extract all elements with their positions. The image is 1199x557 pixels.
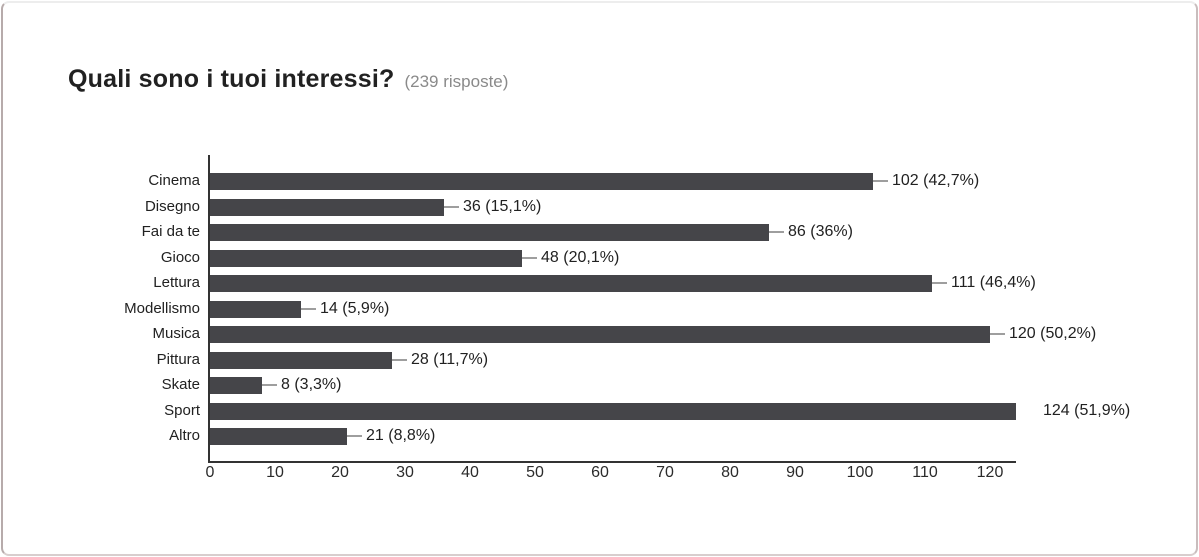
x-tick-label: 60 [591,464,609,481]
question-title: Quali sono i tuoi interessi? [68,65,395,93]
category-label: Skate [161,376,200,393]
x-tick-label: 20 [331,464,349,481]
category-label: Musica [152,325,200,342]
bar-value-label: 124 (51,9%) [1043,401,1131,419]
bar-connector-line [347,435,362,437]
bar[interactable] [210,377,262,394]
category-label: Modellismo [124,299,200,317]
bar-connector-line [444,205,459,208]
category-label: Disegno [144,197,200,215]
bar[interactable] [210,173,873,190]
bar[interactable] [210,198,444,216]
bar-connector-line [392,358,407,361]
category-label: Gioco [160,248,200,266]
bar-value-label: 28 (11,7%) [411,350,489,368]
bar[interactable] [210,300,301,318]
bar-value-label: 102 (42,7%) [892,172,980,189]
bar-value-label: 8 (3,3%) [281,376,342,393]
bar[interactable] [210,402,1016,420]
category-label: Cinema [148,172,200,189]
category-axis-labels: Cinema Disegno Fai da te Gioco Lettura Modell… [3,155,200,461]
category-label: Pittura [156,350,200,368]
bar-value-label: 21 (8,8%) [366,427,436,444]
x-tick-label: 120 [976,464,1004,481]
category-label: Fai da te [141,223,200,240]
bar-value-label: 14 (5,9%) [320,299,390,317]
category-label: Lettura [153,274,200,291]
bar-connector-line [301,307,316,310]
x-tick-label: 100 [846,464,874,481]
category-label: Altro [169,427,200,444]
bar-connector-line [769,231,784,233]
x-tick-label: 0 [205,464,215,481]
plot-area: 102 (42,7%) 36 (15,1%) 86 (36%) 48 (20,1%) 1… [208,155,1130,463]
x-tick-label: 70 [656,464,674,481]
x-tick-label: 30 [396,464,414,481]
x-tick-label: 80 [721,464,739,481]
bar-value-label: 111 (46,4%) [951,274,1036,291]
bar-connector-line [522,256,537,259]
bar-value-label: 36 (15,1%) [463,197,542,215]
category-label: Sport [164,401,200,419]
responses-count: (239 risposte) [404,72,509,91]
bar[interactable] [210,326,990,343]
x-axis-tick-labels: 0 10 20 30 40 50 60 70 80 90 100 110 120 [206,464,1016,484]
bar[interactable] [210,351,392,369]
x-tick-label: 10 [266,464,284,481]
bar-connector-line [990,333,1005,335]
bar-connector-line [932,282,947,284]
x-tick-label: 90 [786,464,804,481]
bar-connector-line [262,384,277,386]
bar-value-label: 86 (36%) [788,223,853,240]
bar-chart: Cinema Disegno Fai da te Gioco Lettura Modell… [3,3,1196,554]
bar[interactable] [210,224,769,241]
title-row: Quali sono i tuoi interessi? (239 rispost… [68,65,508,94]
bar[interactable] [210,275,932,292]
x-axis-line [208,461,1016,463]
x-tick-label: 50 [526,464,544,481]
y-axis-line [208,155,210,461]
x-tick-label: 40 [461,464,479,481]
x-tick-label: 110 [912,464,938,481]
bar-connector-line [873,180,888,182]
bar-value-label: 48 (20,1%) [541,248,620,266]
bar[interactable] [210,249,522,267]
bar-value-label: 120 (50,2%) [1009,325,1097,342]
bar[interactable] [210,428,347,445]
